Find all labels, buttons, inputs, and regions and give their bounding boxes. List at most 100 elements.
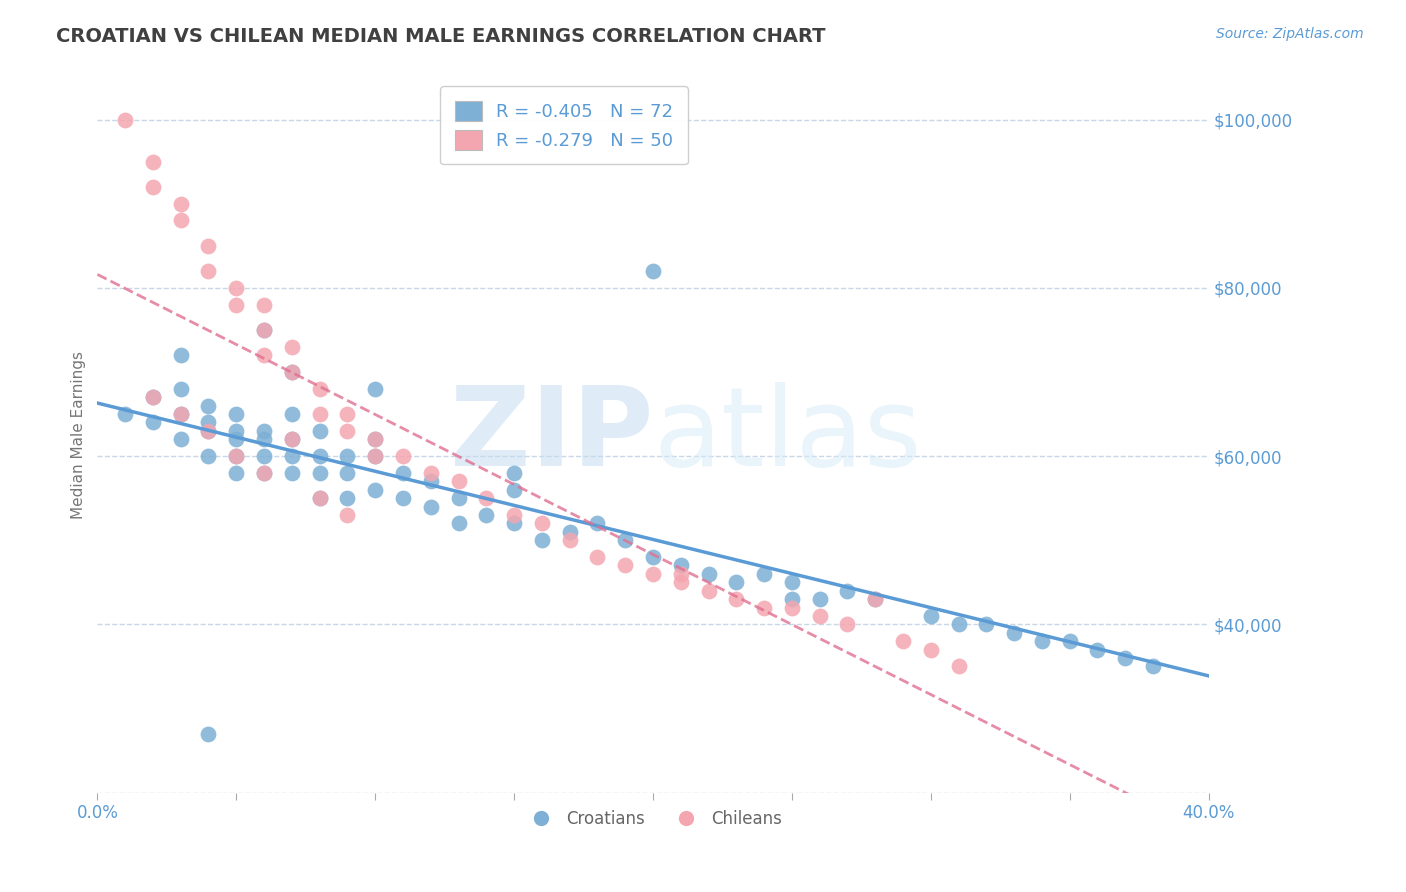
Point	[503, 466, 526, 480]
Point	[225, 432, 247, 446]
Point	[114, 407, 136, 421]
Point	[641, 566, 664, 581]
Point	[308, 382, 330, 396]
Point	[225, 449, 247, 463]
Point	[308, 424, 330, 438]
Point	[725, 575, 748, 590]
Text: CROATIAN VS CHILEAN MEDIAN MALE EARNINGS CORRELATION CHART: CROATIAN VS CHILEAN MEDIAN MALE EARNINGS…	[56, 27, 825, 45]
Point	[503, 516, 526, 531]
Point	[863, 592, 886, 607]
Point	[419, 466, 441, 480]
Point	[253, 424, 276, 438]
Point	[503, 508, 526, 522]
Point	[891, 634, 914, 648]
Point	[669, 566, 692, 581]
Point	[863, 592, 886, 607]
Point	[336, 508, 359, 522]
Point	[780, 600, 803, 615]
Point	[669, 558, 692, 573]
Point	[558, 533, 581, 548]
Point	[142, 179, 165, 194]
Point	[170, 213, 193, 227]
Point	[808, 592, 831, 607]
Point	[170, 348, 193, 362]
Point	[364, 483, 387, 497]
Point	[697, 583, 720, 598]
Point	[725, 592, 748, 607]
Point	[225, 298, 247, 312]
Point	[170, 432, 193, 446]
Point	[308, 491, 330, 505]
Point	[530, 533, 553, 548]
Point	[142, 390, 165, 404]
Point	[308, 449, 330, 463]
Point	[837, 583, 859, 598]
Point	[281, 340, 304, 354]
Point	[419, 475, 441, 489]
Point	[225, 424, 247, 438]
Point	[253, 323, 276, 337]
Point	[447, 516, 470, 531]
Point	[281, 365, 304, 379]
Point	[364, 432, 387, 446]
Point	[392, 491, 415, 505]
Point	[197, 727, 219, 741]
Point	[752, 600, 775, 615]
Point	[392, 449, 415, 463]
Point	[308, 466, 330, 480]
Point	[225, 281, 247, 295]
Point	[197, 424, 219, 438]
Point	[281, 466, 304, 480]
Point	[281, 365, 304, 379]
Point	[1031, 634, 1053, 648]
Point	[752, 566, 775, 581]
Point	[197, 449, 219, 463]
Point	[142, 154, 165, 169]
Point	[114, 112, 136, 127]
Point	[281, 432, 304, 446]
Point	[697, 566, 720, 581]
Point	[197, 424, 219, 438]
Point	[475, 491, 498, 505]
Point	[780, 592, 803, 607]
Point	[669, 575, 692, 590]
Point	[253, 298, 276, 312]
Point	[641, 550, 664, 565]
Point	[308, 491, 330, 505]
Point	[920, 609, 942, 624]
Point	[1142, 659, 1164, 673]
Point	[530, 516, 553, 531]
Point	[225, 449, 247, 463]
Point	[447, 475, 470, 489]
Point	[948, 617, 970, 632]
Point	[336, 449, 359, 463]
Point	[392, 466, 415, 480]
Point	[503, 483, 526, 497]
Point	[447, 491, 470, 505]
Y-axis label: Median Male Earnings: Median Male Earnings	[72, 351, 86, 519]
Point	[948, 659, 970, 673]
Point	[142, 416, 165, 430]
Point	[586, 550, 609, 565]
Point	[253, 432, 276, 446]
Point	[475, 508, 498, 522]
Point	[837, 617, 859, 632]
Point	[586, 516, 609, 531]
Point	[170, 407, 193, 421]
Point	[197, 416, 219, 430]
Point	[170, 196, 193, 211]
Point	[808, 609, 831, 624]
Point	[281, 432, 304, 446]
Point	[920, 642, 942, 657]
Text: ZIP: ZIP	[450, 382, 652, 489]
Point	[364, 382, 387, 396]
Point	[281, 407, 304, 421]
Text: Source: ZipAtlas.com: Source: ZipAtlas.com	[1216, 27, 1364, 41]
Point	[1087, 642, 1109, 657]
Text: atlas: atlas	[652, 382, 921, 489]
Point	[142, 390, 165, 404]
Point	[336, 407, 359, 421]
Legend: Croatians, Chileans: Croatians, Chileans	[517, 803, 789, 834]
Point	[336, 491, 359, 505]
Point	[170, 407, 193, 421]
